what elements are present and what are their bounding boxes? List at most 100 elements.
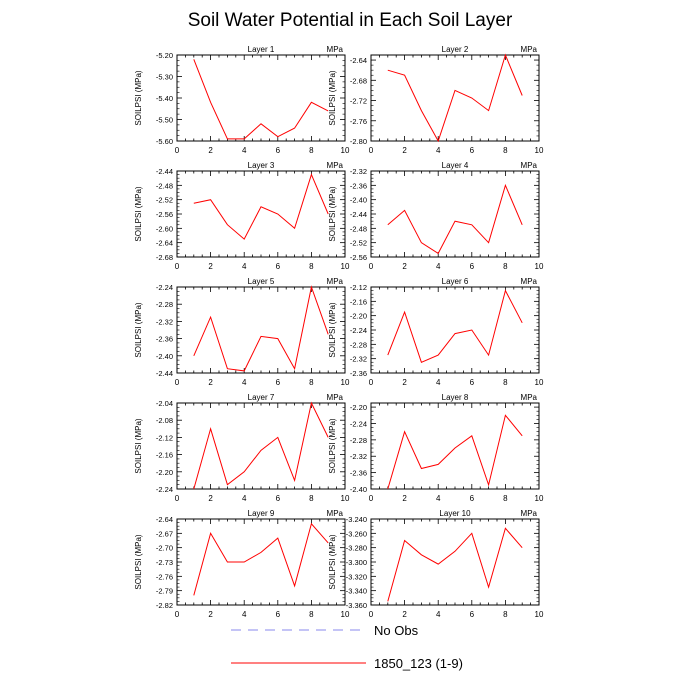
x-tick-label: 8 [503,610,508,619]
panel-units: MPa [521,161,538,170]
x-tick-label: 2 [402,494,407,503]
y-axis-label: SOILPSI (MPa) [134,418,143,473]
x-tick-label: 10 [535,262,544,271]
panel-units: MPa [327,509,344,518]
x-tick-label: 2 [208,146,213,155]
x-tick-label: 6 [276,494,281,503]
y-tick-label: -2.36 [350,181,367,190]
x-tick-label: 10 [341,610,350,619]
y-tick-label: -2.20 [350,403,367,412]
plot-frame [176,170,346,258]
y-tick-label: -2.48 [156,181,173,190]
y-tick-label: -5.30 [156,73,173,82]
panel-units: MPa [521,277,538,286]
y-tick-label: -3.340 [346,587,367,596]
y-axis-label: SOILPSI (MPa) [134,186,143,241]
y-axis-label: SOILPSI (MPa) [134,534,143,589]
chart-panel-layer-2: 0 2 4 6 8 10 -2.64 -2.68 -2.72 -2.76 -2.80 Layer 2 M… [328,45,544,155]
x-tick-label: 10 [341,146,350,155]
plot-frame [370,402,540,490]
y-tick-label: -2.40 [350,485,367,494]
x-tick-label: 6 [276,610,281,619]
x-tick-label: 8 [309,494,314,503]
y-tick-label: -5.20 [156,51,173,60]
y-tick-label: -2.52 [350,239,367,248]
y-tick-label: -3.260 [346,529,367,538]
y-tick-label: -2.64 [156,239,173,248]
legend: No Obs 1850_123 (1-9) [231,623,463,671]
series-line [193,285,329,372]
x-tick-label: 6 [276,262,281,271]
y-tick-label: -2.68 [350,76,367,85]
x-tick-label: 6 [470,610,475,619]
y-axis-label: SOILPSI (MPa) [328,70,337,125]
panel-units: MPa [521,393,538,402]
y-tick-label: -2.08 [156,416,173,425]
y-tick-label: -2.24 [350,419,367,428]
y-tick-label: -2.40 [156,352,173,361]
x-tick-label: 2 [402,146,407,155]
x-tick-label: 10 [535,146,544,155]
x-tick-label: 8 [309,262,314,271]
y-tick-label: -2.32 [156,317,173,326]
x-tick-label: 2 [208,378,213,387]
y-tick-label: -3.320 [346,572,367,581]
y-axis-label: SOILPSI (MPa) [328,302,337,357]
x-tick-label: 10 [535,610,544,619]
x-tick-label: 4 [242,378,247,387]
series-line [387,414,523,490]
x-tick-label: 10 [535,494,544,503]
chart-panel-layer-8: 0 2 4 6 8 10 -2.20 -2.24 -2.28 -2.32 -2.36 -2.40 Lay… [328,393,544,503]
series-line [193,173,329,240]
y-tick-label: -2.36 [350,369,367,378]
y-axis-label: SOILPSI (MPa) [134,302,143,357]
series-line [387,289,523,363]
y-axis-label: SOILPSI (MPa) [328,534,337,589]
y-tick-label: -3.360 [346,601,367,610]
y-tick-label: -2.16 [156,451,173,460]
panel-title: Layer 2 [442,45,469,54]
x-tick-label: 8 [309,610,314,619]
x-tick-label: 6 [470,146,475,155]
chart-panel-layer-9: 0 2 4 6 8 10 -2.64 -2.67 -2.70 -2.73 -2.76 -2.79 -2.… [134,509,350,619]
x-tick-label: 2 [402,378,407,387]
chart-panel-layer-7: 0 2 4 6 8 10 -2.04 -2.08 -2.12 -2.16 -2.20 -2.24 Lay… [134,393,350,503]
chart-panel-layer-5: 0 2 4 6 8 10 -2.24 -2.28 -2.32 -2.36 -2.40 -2.44 Lay… [134,277,350,387]
chart-panel-layer-10: 0 2 4 6 8 10 -3.240 -3.260 -3.280 -3.300 -3.320 -3.… [328,509,544,619]
y-tick-label: -2.32 [350,452,367,461]
x-tick-label: 4 [436,610,441,619]
series-line [193,59,329,140]
x-tick-label: 4 [242,494,247,503]
x-tick-label: 6 [470,262,475,271]
y-tick-label: -2.12 [156,433,173,442]
plot-frame [370,286,540,374]
x-tick-label: 2 [402,610,407,619]
panel-title: Layer 10 [439,509,471,518]
y-tick-label: -2.70 [156,544,173,553]
y-tick-label: -2.28 [350,436,367,445]
x-tick-label: 0 [175,262,180,271]
plot-frame [370,518,540,606]
y-tick-label: -2.56 [350,253,367,262]
series-line [387,527,523,602]
plot-frame [176,286,346,374]
y-tick-label: -2.44 [156,369,173,378]
x-tick-label: 8 [503,262,508,271]
x-tick-label: 0 [369,262,374,271]
legend-label: 1850_123 (1-9) [374,656,463,671]
x-tick-label: 6 [276,146,281,155]
y-tick-label: -2.24 [156,283,173,292]
x-tick-label: 4 [242,146,247,155]
y-tick-label: -2.36 [350,469,367,478]
y-tick-label: -2.67 [156,529,173,538]
x-tick-label: 0 [175,146,180,155]
x-tick-label: 10 [341,262,350,271]
x-tick-label: 8 [503,146,508,155]
y-tick-label: -2.73 [156,558,173,567]
y-tick-label: -2.12 [350,283,367,292]
panel-title: Layer 9 [248,509,275,518]
x-tick-label: 4 [436,146,441,155]
x-tick-label: 10 [341,494,350,503]
chart-panel-layer-3: 0 2 4 6 8 10 -2.44 -2.48 -2.52 -2.56 -2.60 -2.64 -2.… [134,161,350,271]
